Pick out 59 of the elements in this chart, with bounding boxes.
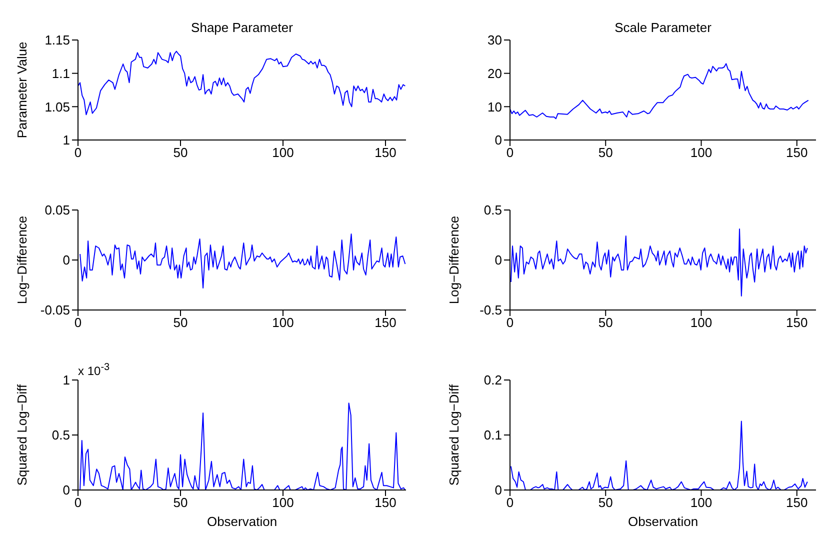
y-tick-label: 1.05 xyxy=(44,99,70,114)
line-series xyxy=(510,63,809,120)
y-tick-label: 30 xyxy=(488,32,502,48)
x-tick-label: 150 xyxy=(786,315,808,330)
y-axis-title: Log−Difference xyxy=(446,216,462,304)
y-tick-label: 0 xyxy=(494,132,502,148)
x-tick-label: 100 xyxy=(690,495,712,510)
x-tick-label: 50 xyxy=(173,145,188,160)
y-tick-label: 0 xyxy=(62,252,70,268)
y-tick-label: 0.05 xyxy=(44,202,70,218)
y-tick-label: 0.5 xyxy=(52,428,70,443)
x-tick-label: 50 xyxy=(173,495,188,510)
x-tick-label: 150 xyxy=(374,315,396,330)
x-tick-label: 100 xyxy=(272,495,294,510)
y-axis-title: Log−Difference xyxy=(14,216,30,304)
y-tick-label: 0.5 xyxy=(484,202,502,218)
x-tick-label: 100 xyxy=(690,315,712,330)
line-series xyxy=(510,420,808,490)
y-axis-title: Squared Log−Diff xyxy=(446,384,462,486)
y-axis-title: Squared Log−Diff xyxy=(14,384,30,486)
text: x 10$^{-3}$ xyxy=(78,362,110,378)
x-tick-label: 100 xyxy=(690,145,712,160)
x-axis-title: Observation xyxy=(206,514,278,529)
x-tick-label: 0 xyxy=(74,315,82,330)
y-tick-label: 1 xyxy=(62,132,70,148)
y-tick-label: -0.05 xyxy=(40,302,70,318)
y-axis-title: Parameter Value xyxy=(14,42,30,138)
y-tick-label: -0.5 xyxy=(480,302,502,318)
x-tick-label: 0 xyxy=(506,495,514,510)
y-tick-label: 0.1 xyxy=(484,428,502,443)
x-tick-label: 0 xyxy=(506,315,514,330)
x-tick-label: 0 xyxy=(74,145,82,160)
x-axis-title: Observation xyxy=(628,514,698,529)
line-series xyxy=(80,234,406,288)
x-tick-label: 150 xyxy=(786,145,808,160)
x-tick-label: 100 xyxy=(272,315,294,330)
x-tick-label: 100 xyxy=(272,145,294,160)
y-tick-label: 1 xyxy=(62,372,70,388)
y-tick-label: 20 xyxy=(488,66,502,81)
chart-title: Shape Parameter xyxy=(190,20,294,35)
y-tick-label: 0.2 xyxy=(484,372,502,388)
x-tick-label: 150 xyxy=(374,145,396,160)
x-tick-label: 150 xyxy=(786,495,808,510)
y-tick-label: 1.15 xyxy=(44,32,70,48)
chart-title: Scale Parameter xyxy=(614,20,712,35)
x-tick-label: 50 xyxy=(598,495,613,510)
line-series xyxy=(510,228,808,296)
x-tick-label: 150 xyxy=(374,495,396,510)
x-tick-label: 50 xyxy=(598,315,613,330)
y-tick-label: 1.1 xyxy=(52,66,70,81)
y-tick-label: 0 xyxy=(62,482,70,498)
line-series xyxy=(78,50,406,116)
x-tick-label: 0 xyxy=(74,495,82,510)
x-tick-label: 50 xyxy=(173,315,188,330)
y-tick-label: 0 xyxy=(494,252,502,268)
x-tick-label: 50 xyxy=(598,145,613,160)
y-tick-label: 10 xyxy=(488,99,502,114)
y-tick-label: 0 xyxy=(494,482,502,498)
x-tick-label: 0 xyxy=(506,145,514,160)
